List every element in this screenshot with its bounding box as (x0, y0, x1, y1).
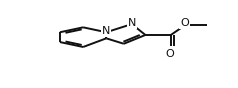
Text: N: N (128, 18, 136, 28)
Text: O: O (166, 49, 174, 59)
Text: O: O (180, 18, 189, 28)
Text: N: N (102, 26, 110, 36)
